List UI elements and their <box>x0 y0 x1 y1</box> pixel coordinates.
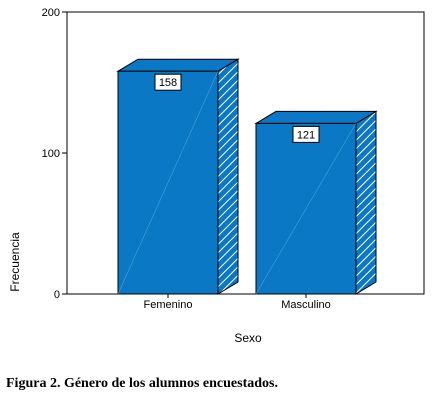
data-label: 121 <box>297 129 315 141</box>
y-tick-label: 0 <box>54 289 60 301</box>
data-label-box <box>292 125 320 143</box>
y-axis: 0 100 200 <box>42 7 67 301</box>
bar-top-face <box>254 110 378 124</box>
bar-series: 158 121 <box>116 58 378 295</box>
bar-top-face <box>116 58 240 72</box>
y-tick-label: 200 <box>42 7 60 19</box>
bar-side-face <box>217 58 239 295</box>
x-axis-label: Sexo <box>234 331 262 345</box>
x-tick-label: Masculino <box>281 299 331 311</box>
bar-masculino: 121 <box>254 110 378 295</box>
x-tick-label: Femenino <box>144 299 193 311</box>
data-label: 158 <box>159 77 177 89</box>
y-axis-label: Frecuencia <box>8 232 22 292</box>
bar-femenino: 158 <box>116 58 240 295</box>
x-axis: Femenino Masculino <box>144 294 331 311</box>
figure-caption: Figura 2. Género de los alumnos encuesta… <box>6 376 278 391</box>
bar-sheen-line <box>117 71 219 295</box>
y-tick-label: 100 <box>42 148 60 160</box>
data-label-box <box>154 73 182 91</box>
bar-chart: 0 100 200 158 121 Femenino Masculino Sexo Fr… <box>8 7 425 345</box>
bar-side-face <box>355 110 377 295</box>
bar-sheen-line <box>255 123 357 295</box>
